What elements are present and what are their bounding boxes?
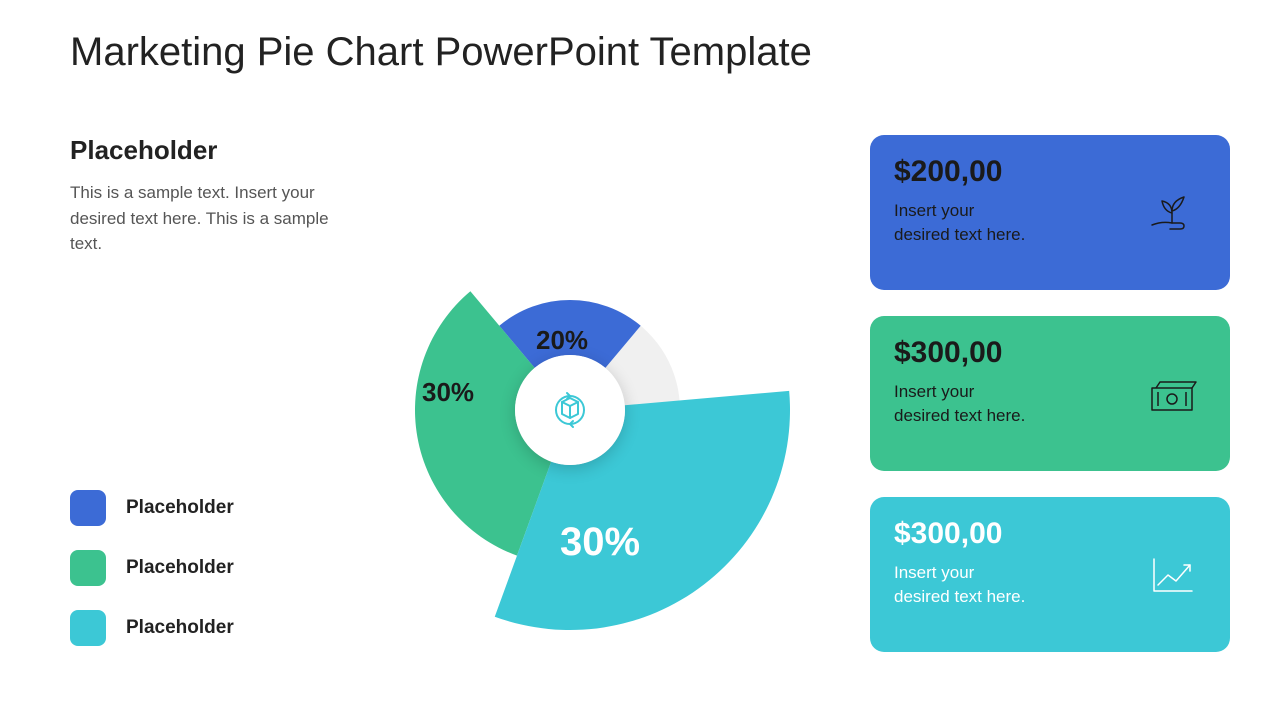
plant-hand-icon [1142,183,1202,243]
info-card: $300,00Insert your desired text here. [870,497,1230,652]
legend-item: Placeholder [70,490,234,526]
section-subtitle: Placeholder [70,135,217,166]
slice-label: 30% [560,520,640,565]
growth-chart-icon [1142,545,1202,605]
chart-center [515,355,625,465]
legend-swatch [70,550,106,586]
info-card: $300,00Insert your desired text here. [870,316,1230,471]
info-cards: $200,00Insert your desired text here. $3… [870,135,1230,678]
page-title: Marketing Pie Chart PowerPoint Template [70,30,812,75]
legend-label: Placeholder [126,557,234,579]
box-cycle-icon [542,382,598,438]
money-icon [1142,364,1202,424]
legend: Placeholder Placeholder Placeholder [70,490,234,670]
info-card: $200,00Insert your desired text here. [870,135,1230,290]
legend-label: Placeholder [126,497,234,519]
radial-pie-chart: 20% 30% 30% [340,200,800,660]
legend-label: Placeholder [126,617,234,639]
section-description: This is a sample text. Insert your desir… [70,180,330,257]
legend-item: Placeholder [70,550,234,586]
slice-label: 20% [536,325,588,356]
slice-label: 30% [422,377,474,408]
legend-swatch [70,610,106,646]
legend-swatch [70,490,106,526]
legend-item: Placeholder [70,610,234,646]
